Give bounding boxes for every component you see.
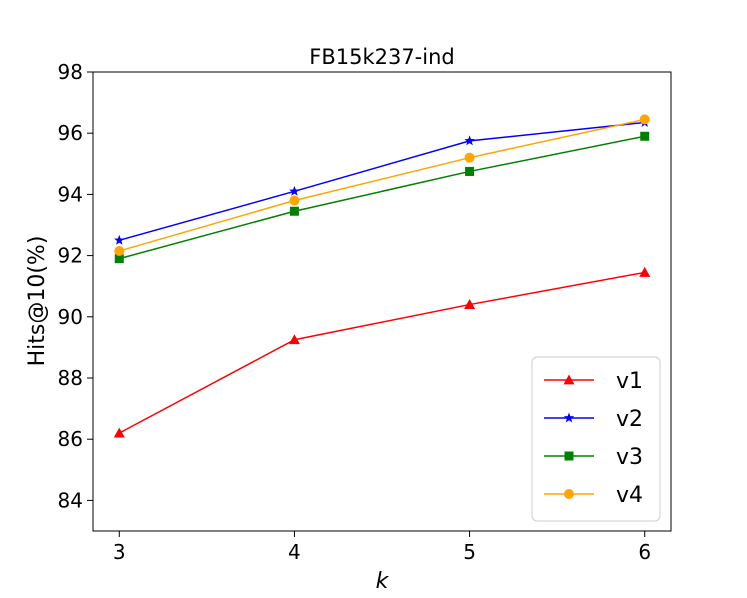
legend-marker xyxy=(564,489,574,499)
legend-marker xyxy=(563,412,575,423)
y-tick-label: 86 xyxy=(58,427,83,451)
x-tick-label: 5 xyxy=(463,540,476,564)
data-point-v4 xyxy=(289,195,300,206)
data-point-v1 xyxy=(288,334,300,345)
y-tick-label: 96 xyxy=(58,121,83,145)
data-point-v1 xyxy=(113,427,125,438)
series-line-v3 xyxy=(119,135,645,260)
data-point-v3 xyxy=(114,254,124,264)
series-line-v1 xyxy=(118,271,645,434)
series-v3 xyxy=(114,131,650,264)
data-point-v1 xyxy=(464,299,476,309)
x-axis-label: k xyxy=(376,569,390,594)
legend-item-v4: v4 xyxy=(544,483,643,508)
x-tick-label: 3 xyxy=(113,540,126,564)
data-point-v3 xyxy=(465,166,475,176)
data-point-v3 xyxy=(289,206,299,216)
data-point-v4 xyxy=(639,114,650,125)
series-v1 xyxy=(113,266,651,438)
y-tick-label: 88 xyxy=(58,366,83,390)
series-line-v4 xyxy=(119,118,645,252)
legend-label: v1 xyxy=(616,369,643,394)
legend-item-v1: v1 xyxy=(544,369,643,394)
y-tick-label: 84 xyxy=(58,488,83,512)
data-point-v4 xyxy=(464,152,475,163)
legend-label: v4 xyxy=(616,483,643,508)
data-point-v1 xyxy=(639,266,651,277)
data-point-v3 xyxy=(640,131,650,141)
data-point-v2 xyxy=(114,234,125,245)
y-tick-label: 92 xyxy=(58,244,83,268)
axes: 3 4 5 6 84 86 88 90 92 94 96 98 xyxy=(58,60,652,564)
legend-label: v2 xyxy=(616,407,643,432)
legend-marker xyxy=(564,451,574,461)
legend-box xyxy=(531,356,661,522)
legend: v1 v2 v3 v4 xyxy=(531,356,661,522)
x-tick-label: 6 xyxy=(638,540,651,564)
series-line-v2 xyxy=(119,121,645,242)
y-tick-label: 90 xyxy=(58,305,83,329)
y-tick-label: 98 xyxy=(58,60,83,84)
x-tick-label: 4 xyxy=(288,540,301,564)
plot-area xyxy=(113,114,651,438)
legend-label: v3 xyxy=(616,445,643,470)
legend-item-v2: v2 xyxy=(544,407,643,432)
y-axis-label: Hits@10(%) xyxy=(25,236,50,367)
data-point-v2 xyxy=(464,135,475,146)
series-v4 xyxy=(114,114,650,257)
plot-frame xyxy=(92,71,672,532)
chart-title: FB15k237-ind xyxy=(309,45,455,69)
legend-item-v3: v3 xyxy=(544,445,643,470)
data-point-v2 xyxy=(289,185,300,196)
y-tick-label: 94 xyxy=(58,182,83,206)
legend-marker xyxy=(563,374,575,385)
data-point-v4 xyxy=(114,246,125,257)
